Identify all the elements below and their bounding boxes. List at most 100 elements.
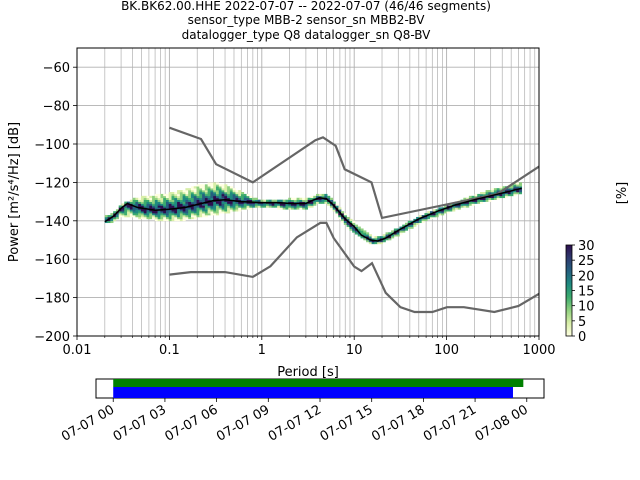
density-cell	[154, 205, 158, 208]
density-cell	[168, 218, 172, 222]
density-cell	[165, 205, 170, 208]
density-cell	[310, 197, 314, 200]
density-cell	[510, 193, 514, 197]
density-cell	[204, 215, 208, 218]
y-tick-label: −80	[43, 100, 70, 115]
density-cell	[199, 199, 203, 202]
density-cell	[196, 215, 200, 218]
density-cell	[343, 222, 347, 225]
median-line	[104, 187, 522, 242]
x-tick-label: 100	[434, 343, 459, 358]
density-cell	[196, 186, 200, 189]
density-cell	[366, 240, 370, 243]
time-tick-label: 07-07 00	[59, 402, 117, 444]
density-cell	[460, 203, 464, 206]
density-cell	[177, 201, 181, 204]
density-cell	[174, 197, 178, 200]
density-cell	[291, 207, 295, 210]
density-cell	[127, 209, 131, 212]
density-cell	[346, 226, 350, 229]
density-cell	[235, 209, 239, 212]
density-cell	[288, 203, 292, 206]
density-cell	[196, 207, 200, 210]
density-cell	[385, 232, 389, 235]
density-cell	[168, 213, 172, 216]
density-cell	[499, 195, 503, 199]
density-cell	[507, 192, 511, 195]
density-cell	[135, 201, 139, 204]
density-cell	[491, 195, 495, 199]
density-cell	[154, 201, 158, 204]
density-cell	[196, 188, 200, 191]
density-cell	[210, 211, 214, 214]
density-cell	[318, 195, 322, 199]
density-cell	[129, 211, 133, 214]
density-cell	[154, 199, 158, 202]
density-cell	[177, 209, 181, 212]
density-cell	[221, 192, 225, 195]
density-cell	[449, 207, 453, 210]
density-cell	[157, 199, 161, 202]
density-cell	[371, 236, 375, 239]
density-cell	[477, 199, 481, 202]
density-cell	[168, 193, 172, 197]
density-cell	[488, 190, 492, 193]
density-cell	[354, 226, 359, 229]
density-cell	[179, 201, 183, 204]
density-cell	[307, 205, 311, 208]
density-cell	[227, 207, 231, 210]
density-cell	[221, 186, 225, 189]
density-cell	[493, 195, 497, 199]
density-cell	[182, 211, 186, 214]
density-cell	[113, 218, 117, 222]
density-cell	[179, 203, 183, 206]
density-cell	[427, 211, 431, 214]
density-cell	[516, 192, 520, 195]
density-cell	[185, 201, 189, 204]
density-cell	[241, 193, 245, 197]
density-cell	[163, 215, 167, 218]
density-cell	[296, 207, 300, 210]
density-cell	[235, 192, 239, 195]
density-cell	[190, 215, 195, 218]
density-cell	[288, 199, 292, 202]
density-cell	[188, 207, 192, 210]
density-cell	[177, 203, 181, 206]
density-cell	[135, 207, 139, 210]
density-cell	[466, 205, 470, 208]
density-cell	[452, 205, 456, 208]
density-cell	[143, 215, 147, 218]
density-cell	[493, 190, 497, 193]
density-cell	[146, 213, 150, 216]
density-cell	[218, 197, 222, 200]
density-cell	[152, 199, 156, 202]
density-cell	[338, 209, 342, 212]
density-cell	[171, 197, 175, 200]
density-cell	[132, 199, 136, 202]
density-cell	[157, 213, 161, 216]
density-cell	[152, 195, 156, 199]
colorbar-label: [%]	[615, 182, 630, 205]
density-cell	[393, 234, 397, 237]
density-cell	[235, 197, 239, 200]
title-line-3: datalogger_type Q8 datalogger_sn Q8-BV	[182, 28, 432, 42]
density-cell	[421, 215, 425, 218]
density-cell	[168, 203, 172, 206]
density-cell	[438, 211, 442, 214]
density-cell	[518, 184, 523, 187]
density-cell	[196, 211, 200, 214]
density-cell	[274, 205, 278, 208]
density-cell	[471, 201, 475, 204]
density-cell	[215, 192, 220, 195]
density-cell	[505, 188, 509, 191]
density-cell	[455, 205, 459, 208]
density-cell	[354, 224, 359, 227]
density-cell	[196, 193, 200, 197]
density-cell	[352, 220, 356, 224]
density-cell	[177, 211, 181, 214]
density-cell	[210, 203, 214, 206]
density-cell	[480, 192, 484, 195]
density-cell	[496, 190, 500, 193]
density-cell	[199, 213, 203, 216]
density-cell	[210, 190, 214, 193]
